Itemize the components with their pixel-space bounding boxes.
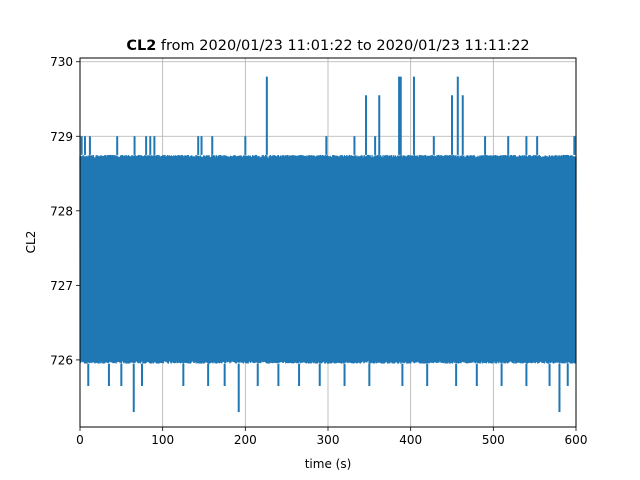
y-axis-label: CL2 — [24, 231, 38, 254]
y-tick-label: 728 — [50, 204, 73, 218]
y-tick-label: 730 — [50, 55, 73, 69]
x-axis-label: time (s) — [305, 457, 352, 471]
y-tick-label: 726 — [50, 353, 73, 367]
x-tick-label: 200 — [234, 433, 257, 447]
x-tick-label: 600 — [565, 433, 588, 447]
x-tick-label: 100 — [151, 433, 174, 447]
y-axis: 726 727 728 729 730 — [50, 55, 80, 367]
x-tick-label: 500 — [482, 433, 505, 447]
x-axis: 0 100 200 300 400 500 600 — [76, 427, 587, 447]
x-tick-label: 300 — [317, 433, 340, 447]
chart-title: CL2 from 2020/01/23 11:01:22 to 2020/01/… — [126, 38, 529, 54]
x-tick-label: 0 — [76, 433, 84, 447]
y-tick-label: 729 — [50, 130, 73, 144]
cl2-series-line — [79, 154, 577, 364]
y-tick-label: 727 — [50, 279, 73, 293]
plot-area — [79, 76, 577, 413]
x-tick-label: 400 — [399, 433, 422, 447]
